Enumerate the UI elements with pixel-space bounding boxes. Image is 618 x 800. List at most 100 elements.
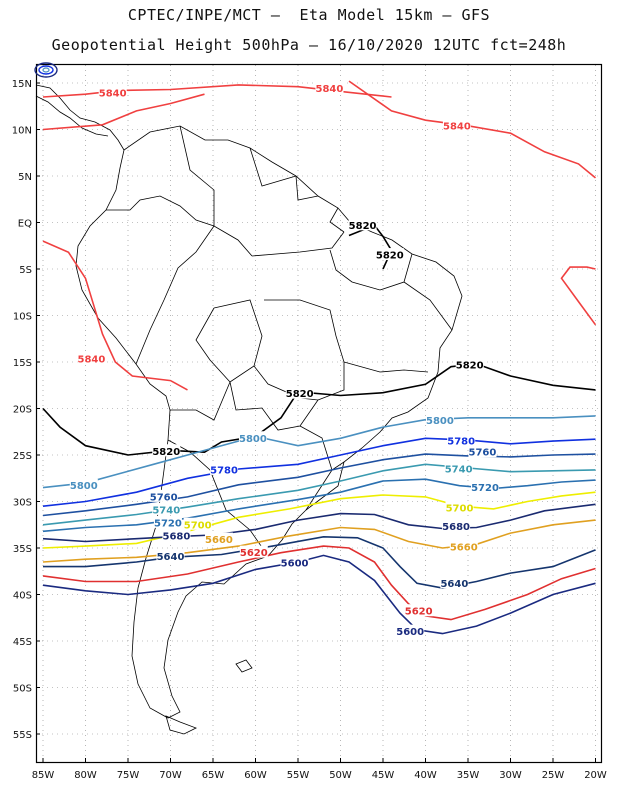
- lon-tick-label: 80W: [74, 770, 97, 781]
- contour-label-bg: [471, 480, 499, 493]
- lon-tick-label: 75W: [117, 770, 140, 781]
- lat-tick-label: 10S: [13, 312, 32, 323]
- contour-5840-east: [348, 80, 597, 179]
- contour-label: 5840: [78, 355, 106, 366]
- lon-tick-label: 50W: [329, 770, 352, 781]
- lat-tick-label: 10N: [12, 126, 32, 137]
- contour-label: 5820: [376, 251, 404, 262]
- contour-5720: [42, 478, 596, 533]
- lat-tick-label: 50S: [13, 684, 32, 695]
- contour-5700: [42, 491, 596, 549]
- contour-label: 5660: [205, 535, 233, 546]
- contour-label-bg: [210, 462, 239, 475]
- contour-5660: [42, 519, 596, 563]
- coastline-and-borders: [35, 84, 463, 735]
- contour-label-bg: [153, 515, 182, 528]
- contour-label: 5760: [150, 492, 178, 503]
- contour-label-bg: [152, 502, 181, 515]
- lat-tick-label: 15S: [13, 358, 32, 369]
- contour-label-bg: [98, 86, 127, 99]
- map-title: CPTEC/INPE/MCT – Eta Model 15km – GFS: [127, 6, 491, 24]
- contour-5840-nw: [42, 93, 205, 131]
- contour-label-bg: [348, 218, 377, 231]
- contour-label-bg: [442, 118, 471, 131]
- lat-tick-label: 45S: [13, 637, 32, 648]
- contour-label: 5600: [396, 627, 424, 638]
- contour-label-bg: [69, 478, 98, 491]
- lon-tick-label: 40W: [414, 770, 437, 781]
- contour-label-bg: [445, 501, 474, 514]
- contour-5840-west: [42, 240, 188, 391]
- lat-tick-label: 55S: [13, 730, 32, 741]
- contour-label: 5620: [405, 607, 433, 618]
- contour-label: 5640: [440, 579, 468, 590]
- contour-label: 5680: [163, 531, 191, 542]
- lon-tick-label: 55W: [287, 770, 310, 781]
- lon-tick-label: 35W: [457, 770, 480, 781]
- contour-label-bg: [152, 444, 181, 457]
- contour-label: 5840: [99, 89, 127, 100]
- contour-label-bg: [440, 576, 469, 589]
- contour-label-bg: [285, 386, 314, 399]
- contour-label-bg: [149, 489, 178, 502]
- contour-label-bg: [455, 357, 484, 370]
- contour-label-bg: [425, 413, 454, 426]
- contour-label-bg: [280, 555, 309, 568]
- contour-label: 5800: [70, 481, 98, 492]
- contour-label: 5640: [157, 552, 185, 563]
- lon-tick-label: 30W: [499, 770, 522, 781]
- contour-label-bg: [449, 540, 478, 553]
- contour-label: 5840: [443, 121, 471, 132]
- lon-tick-label: 45W: [372, 770, 395, 781]
- contour-label-bg: [315, 81, 344, 94]
- contour-5820-north: [348, 224, 393, 270]
- contour-label: 5820: [456, 360, 484, 371]
- contour-label: 5720: [471, 483, 499, 494]
- contour-label: 5800: [239, 434, 267, 445]
- contour-label-bg: [77, 352, 106, 365]
- lat-tick-label: EQ: [18, 219, 32, 230]
- lon-tick-label: 60W: [244, 770, 267, 781]
- contour-label: 5620: [240, 548, 268, 559]
- axis-ticks: 15N 10N 5N EQ 5S 10S 15S 20S 25S 30S 35S 40S 45S 50S 5…: [12, 79, 607, 781]
- contour-label: 5720: [154, 518, 182, 529]
- contour-label: 5760: [469, 448, 497, 459]
- lon-tick-label: 85W: [32, 770, 55, 781]
- contour-label: 5740: [152, 505, 180, 516]
- lat-tick-label: 35S: [13, 544, 32, 555]
- lat-tick-label: 5N: [18, 172, 32, 183]
- map-subtitle: Geopotential Height 500hPa – 16/10/2020 …: [51, 36, 567, 54]
- lon-tick-label: 25W: [542, 770, 565, 781]
- contour-label-bg: [468, 445, 497, 458]
- contour-label: 5820: [152, 447, 180, 458]
- contour-label: 5600: [281, 558, 309, 569]
- contour-label-bg: [447, 434, 476, 447]
- lon-tick-label: 70W: [159, 770, 182, 781]
- contour-5840-se: [560, 266, 597, 326]
- contour-5800: [42, 415, 596, 489]
- contour-label-bg: [444, 461, 473, 474]
- lon-tick-label: 65W: [202, 770, 225, 781]
- contour-label: 5660: [450, 543, 478, 554]
- contour-5680: [42, 503, 596, 543]
- contour-labels: 5840 5840 5840 5840 5820 5820 5820 5820 5820 5800…: [69, 81, 499, 638]
- contour-label: 5780: [447, 437, 475, 448]
- contour-5740: [42, 463, 596, 526]
- contour-label-bg: [204, 532, 233, 545]
- contour-label-bg: [162, 528, 191, 541]
- contour-label-bg: [156, 549, 185, 562]
- contour-label: 5800: [426, 416, 454, 427]
- low-pressure-marker: [34, 62, 58, 78]
- geopotential-contours: [42, 80, 597, 635]
- contour-5760: [42, 453, 596, 517]
- lon-tick-label: 20W: [584, 770, 607, 781]
- graticule: [37, 65, 601, 762]
- contour-label: 5820: [286, 389, 314, 400]
- lat-tick-label: 25S: [13, 451, 32, 462]
- lat-tick-label: 15N: [12, 79, 32, 90]
- contour-label: 5700: [184, 520, 212, 531]
- contour-5640: [43, 535, 596, 589]
- contour-5600: [42, 554, 596, 635]
- contour-label-bg: [404, 604, 433, 617]
